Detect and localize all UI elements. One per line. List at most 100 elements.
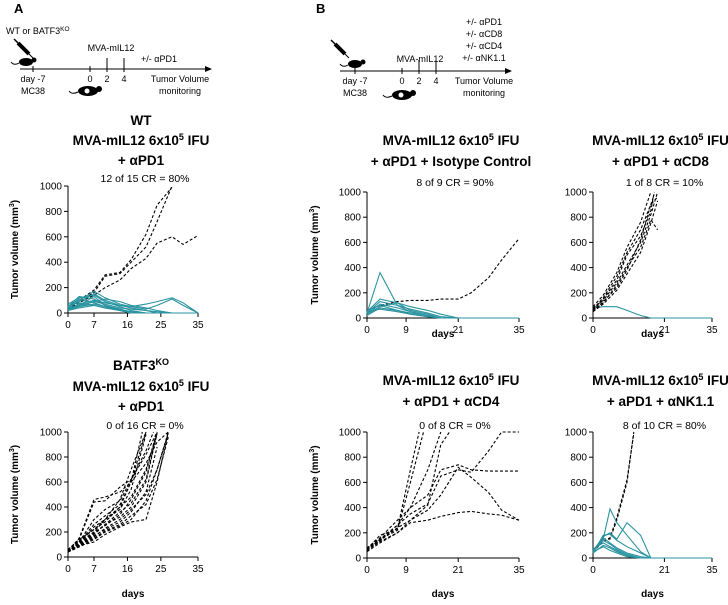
timeline-b-monitor-2: monitoring: [463, 88, 505, 98]
y-axis-label-text: Tumor volume (mm: [310, 212, 321, 304]
y-axis-label-sup: 3: [309, 209, 316, 213]
chart-title-sup: 5: [179, 132, 184, 142]
chart-title-sup: 5: [489, 132, 494, 142]
y-tick-label: 1000: [40, 182, 63, 193]
chart-title-after: IFU: [703, 373, 728, 388]
series-line-b11: [67, 431, 143, 552]
y-tick-label: 1000: [40, 428, 63, 439]
timeline-b-tumor: MC38: [343, 88, 367, 98]
timeline-a: WT or BATF3KO MVA-mIL12 +/- αPD1 0 2 4 d…: [6, 26, 212, 96]
y-tick-label: 800: [45, 453, 62, 464]
x-tick-label: 21: [659, 565, 671, 576]
timeline-a-tick-label-2: 2: [104, 74, 109, 84]
series-line-r12: [67, 303, 198, 314]
x-axis-label: days: [432, 589, 455, 600]
y-axis-label-end: ): [10, 200, 21, 203]
series-line-n2: [592, 433, 635, 553]
y-tick-label: 0: [581, 554, 587, 565]
y-axis-label-end: ): [10, 445, 21, 448]
chart-title-text: + αPD1: [118, 153, 165, 168]
y-tick-label: 0: [355, 554, 361, 565]
y-tick-label: 200: [570, 288, 587, 299]
y-tick-label: 1000: [565, 188, 588, 199]
series-line-b1: [67, 431, 169, 552]
syringe-icon: [330, 39, 350, 59]
y-tick-label: 0: [581, 314, 587, 325]
x-tick-label: 0: [364, 565, 370, 576]
timeline-b-treatment-4: +/- αNK1.1: [462, 53, 505, 63]
chart-title-line: MVA-mIL12 6x105 IFU: [592, 132, 728, 148]
series-line-d7: [366, 510, 520, 553]
x-tick-label: 35: [513, 325, 525, 336]
series-line-c4: [592, 191, 659, 309]
y-tick-label: 800: [344, 453, 361, 464]
y-axis-label-text: Tumor volume (mm: [310, 452, 321, 544]
chart-title-line: + aPD1 + αNK1.1: [607, 394, 715, 409]
y-tick-label: 200: [344, 288, 361, 299]
series-line-b14: [67, 431, 158, 553]
chart-title-text: + αPD1: [118, 399, 165, 414]
series-line-d4: [366, 464, 519, 549]
syringe-icon: [13, 38, 34, 59]
timeline-b-treatment-2: +/- αCD8: [466, 29, 502, 39]
y-axis-label-end: ): [310, 445, 321, 448]
x-tick-label: 21: [453, 565, 465, 576]
chart-title-line: + αPD1: [118, 153, 165, 168]
y-tick-label: 1000: [339, 428, 362, 439]
chart-annotation: 0 of 8 CR = 0%: [419, 420, 491, 432]
y-axis-label-end: ): [310, 205, 321, 208]
panel-label-b: B: [316, 1, 325, 16]
timeline-b-tick-label-4: 4: [433, 76, 438, 86]
mouse-icon: [339, 59, 366, 68]
series-line-b13: [67, 436, 169, 553]
timeline-a-genotype-sup: KO: [60, 26, 69, 33]
series-line-i2: [366, 271, 519, 319]
chart-title-line: WT: [131, 113, 153, 128]
x-tick-label: 9: [403, 325, 409, 336]
y-tick-label: 200: [344, 528, 361, 539]
y-tick-label: 600: [344, 478, 361, 489]
y-tick-label: 800: [344, 213, 361, 224]
chart-title-text: MVA-mIL12 6x10: [592, 133, 698, 148]
y-tick-label: 600: [45, 232, 62, 243]
chart-title-text: WT: [131, 113, 153, 128]
y-tick-label: 200: [45, 283, 62, 294]
chart-annotation: 8 of 9 CR = 90%: [416, 177, 493, 189]
y-axis-label: Tumor volume (mm3): [309, 205, 321, 304]
timeline-a-vaccine: MVA-mIL12: [88, 43, 135, 53]
y-tick-label: 800: [570, 213, 587, 224]
series-line-d2: [366, 431, 425, 551]
x-tick-label: 7: [91, 320, 97, 331]
y-tick-label: 400: [344, 503, 361, 514]
timeline-a-genotype: WT or BATF3KO: [6, 26, 70, 36]
y-axis-label-sup: 3: [9, 448, 16, 452]
chart-title-line: MVA-mIL12 6x105 IFU: [592, 372, 728, 388]
y-tick-label: 800: [45, 207, 62, 218]
y-axis-label-sup: 3: [309, 449, 316, 453]
timeline-b-treatment-3: +/- αCD4: [466, 41, 502, 51]
series-line-c5: [592, 218, 659, 311]
series-line-d6: [366, 466, 520, 551]
y-tick-label: 800: [570, 453, 587, 464]
series-line-i5: [366, 304, 519, 319]
x-axis-label: days: [432, 329, 455, 340]
y-tick-label: 400: [570, 263, 587, 274]
chart-title-after: IFU: [703, 133, 728, 148]
y-tick-label: 400: [45, 503, 62, 514]
y-tick-label: 400: [344, 263, 361, 274]
chart-title-line: + αPD1: [118, 399, 165, 414]
series-line-d3: [366, 431, 450, 551]
series-line-c8: [592, 200, 659, 313]
y-tick-label: 400: [45, 258, 62, 269]
timeline-b-tick-label-2: 2: [416, 76, 421, 86]
x-tick-label: 7: [91, 564, 97, 575]
chart-cd8: MVA-mIL12 6x105 IFU + αPD1 + αCD8 1 of 8 C…: [565, 132, 728, 340]
x-tick-label: 16: [122, 564, 134, 575]
chart-title-line: MVA-mIL12 6x105 IFU: [383, 132, 520, 148]
chart-title-text: BATF3: [113, 358, 156, 373]
chart-cd4: MVA-mIL12 6x105 IFU + αPD1 + αCD4 0 of 8 C…: [309, 372, 525, 600]
timeline-b-tick-label-0: 0: [399, 76, 404, 86]
series-line-b2: [67, 431, 158, 552]
